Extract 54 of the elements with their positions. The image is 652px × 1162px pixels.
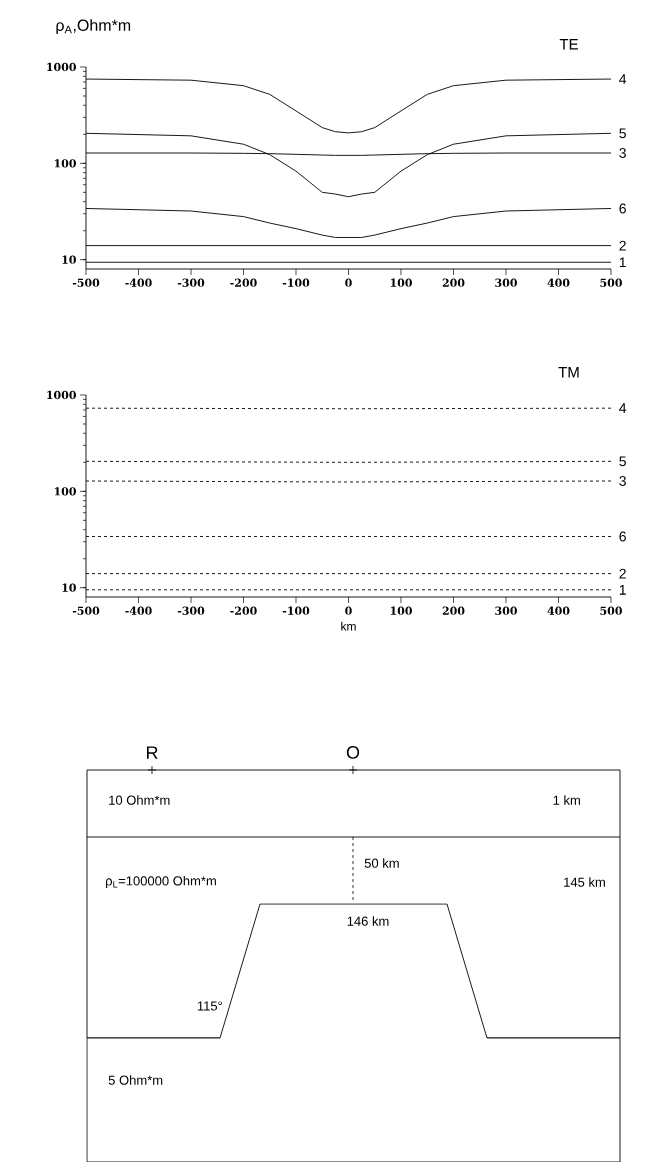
- y-tick-label: 10: [62, 255, 76, 264]
- legend-label: 1: [619, 257, 626, 268]
- series-label: 3: [619, 148, 626, 158]
- x-tick-label: -400: [125, 278, 152, 287]
- x-tick-label: -300: [177, 278, 205, 287]
- y-tick-label: 1000: [47, 390, 76, 400]
- text: 146 km: [347, 916, 389, 926]
- x-tick-label: 300: [495, 606, 517, 615]
- series-label: 5: [619, 456, 626, 467]
- series-label: 2: [619, 240, 626, 251]
- x-tick-label: 0: [345, 606, 352, 615]
- chart-title: TE: [559, 39, 578, 50]
- x-tick-label: 200: [442, 278, 465, 287]
- x-tick-label: -400: [125, 606, 152, 615]
- y-axis-title: ρ$_{A}$,Ohm*m: [56, 19, 131, 35]
- series-label: 6: [619, 531, 626, 542]
- y-tick-label: 100: [54, 487, 76, 496]
- text: 115°: [197, 1001, 223, 1011]
- text: O: [346, 746, 360, 759]
- text: 5 Ohm*m: [108, 1075, 163, 1085]
- series-label: 2: [619, 568, 626, 579]
- text: 50 km: [364, 858, 399, 868]
- y-tick-label: 1000: [47, 62, 76, 72]
- text: 145 km: [564, 877, 605, 887]
- x-tick-label: 400: [547, 278, 570, 287]
- text: 10 Ohm*m: [109, 795, 170, 805]
- series-label: 5: [619, 128, 626, 139]
- series-label: 3: [619, 476, 626, 486]
- text: R: [146, 746, 158, 759]
- x-tick-label: 500: [600, 278, 622, 287]
- x-tick-label: 300: [495, 278, 517, 287]
- series-label: 1: [619, 585, 626, 595]
- x-tick-label: 0: [345, 278, 352, 287]
- x-tick-label: 500: [600, 606, 622, 615]
- x-tick-label: -500: [72, 606, 100, 615]
- x-axis-title: km: [341, 621, 356, 631]
- x-tick-label: -100: [282, 278, 310, 287]
- x-tick-label: 200: [442, 606, 465, 615]
- series-label: 4: [619, 74, 627, 84]
- x-tick-label: -200: [230, 278, 257, 287]
- x-tick-label: -200: [230, 606, 257, 615]
- series-label: 4: [619, 403, 627, 413]
- x-tick-label: 400: [547, 606, 570, 615]
- x-tick-label: -500: [72, 278, 100, 287]
- y-tick-label: 100: [54, 159, 76, 168]
- chart-title: TM: [558, 367, 579, 378]
- text: 1 km: [553, 795, 580, 805]
- x-tick-label: 100: [390, 278, 412, 287]
- text: ρ$_{L}$=100000 Ohm*m: [106, 875, 216, 889]
- x-tick-label: -300: [177, 606, 205, 615]
- x-tick-label: 100: [390, 606, 412, 615]
- x-tick-label: -100: [282, 606, 310, 615]
- series-label: 6: [619, 203, 626, 214]
- y-tick-label: 10: [62, 583, 76, 592]
